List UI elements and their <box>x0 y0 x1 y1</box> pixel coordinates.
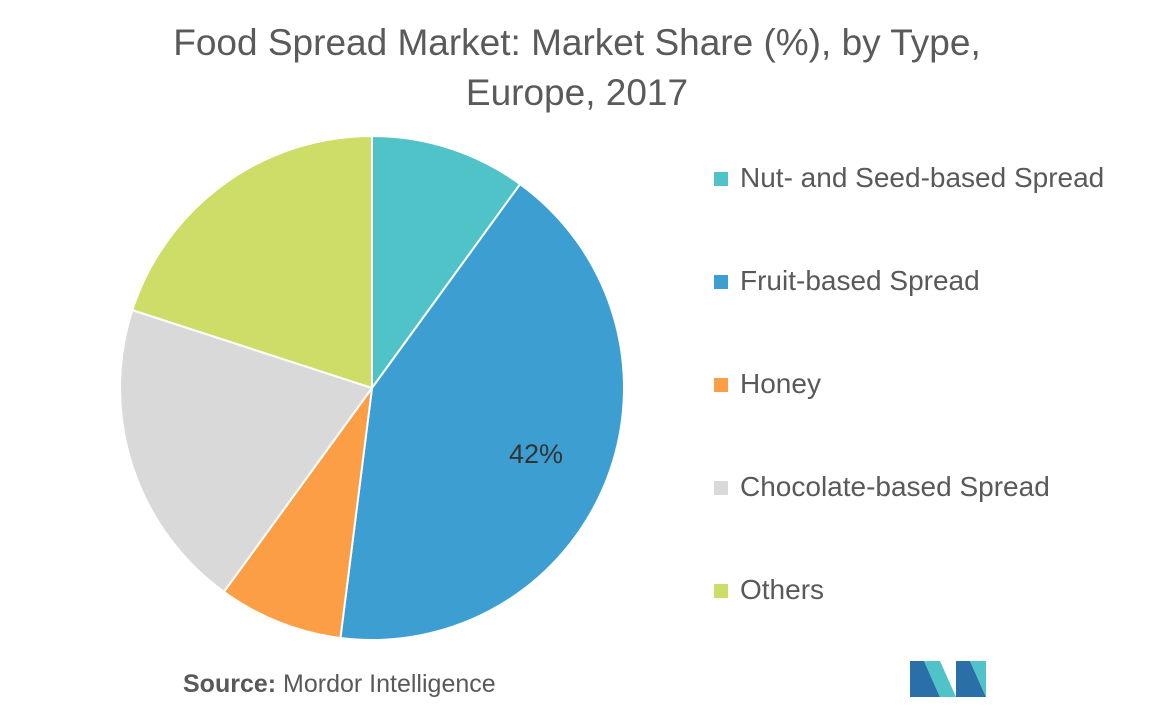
legend-item: Chocolate-based Spread <box>714 467 1144 570</box>
chart-title: Food Spread Market: Market Share (%), by… <box>0 18 1154 118</box>
pie-slice-nut-and-seed-based-spread <box>371 134 522 392</box>
source-label: Source: <box>183 670 277 698</box>
legend-swatch <box>714 378 728 392</box>
pie-slice-honey <box>222 387 373 640</box>
legend-item: Others <box>714 570 1144 673</box>
legend-label: Fruit-based Spread <box>740 265 980 296</box>
legend-swatch <box>714 584 728 598</box>
legend-item: Nut- and Seed-based Spread <box>714 158 1144 261</box>
legend-item: Honey <box>714 364 1144 467</box>
legend-item: Fruit-based Spread <box>714 261 1144 364</box>
source-text: Mordor Intelligence <box>276 670 496 698</box>
legend-label: Chocolate-based Spread <box>740 471 1050 502</box>
pie-slice-chocolate-based-spread <box>118 308 374 594</box>
chart-title-line-1: Food Spread Market: Market Share (%), by… <box>173 22 981 63</box>
legend-swatch <box>714 481 728 495</box>
pie-slice-fruit-based-spread <box>339 182 625 641</box>
source-note: Source: Mordor Intelligence <box>183 670 496 699</box>
chart-title-line-2: Europe, 2017 <box>465 72 689 113</box>
pie-data-label: 42% <box>509 439 563 469</box>
legend-label: Honey <box>740 368 821 399</box>
pie-slice-others <box>131 134 373 390</box>
legend-label: Others <box>740 574 825 605</box>
legend-swatch <box>714 172 728 186</box>
legend-swatch <box>714 275 728 289</box>
mordor-intelligence-logo-icon <box>910 661 986 697</box>
legend-label: Nut- and Seed-based Spread <box>740 162 1105 193</box>
chart-legend: Nut- and Seed-based Spread Fruit-based Sp… <box>714 158 1144 673</box>
